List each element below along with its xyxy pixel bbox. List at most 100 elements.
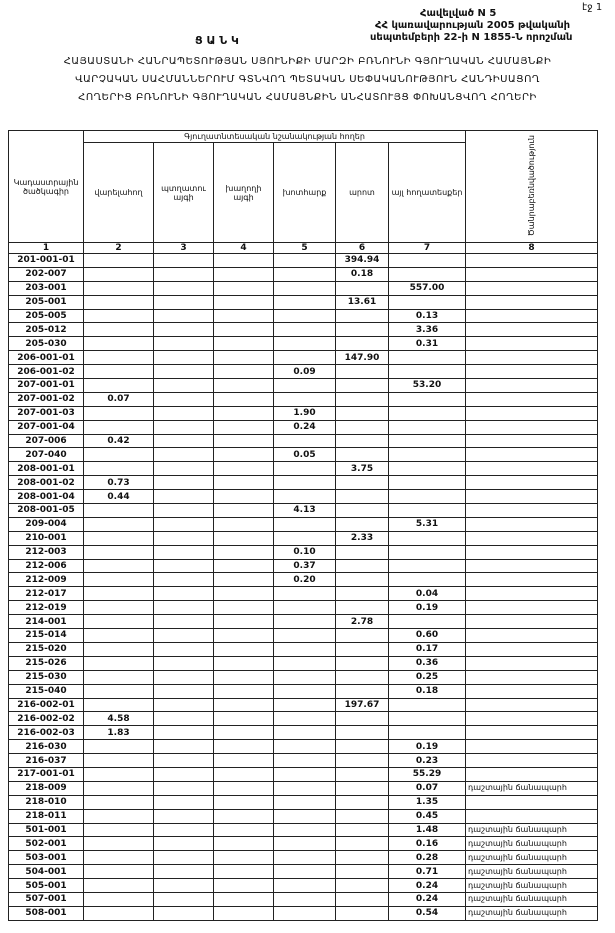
area-cell [273,683,336,699]
note-cell: դաշտային ճանապարհ [465,878,598,893]
area-cell [388,558,466,574]
cadastral-code: 207-040 [8,447,84,463]
note-cell [465,614,598,630]
area-cell: 53.20 [388,378,466,393]
note-cell [465,350,598,366]
area-cell: 0.17 [388,641,466,657]
area-cell [335,808,389,824]
table-row: 214-001 2.78 [8,614,598,630]
cadastral-code: 207-006 [8,433,84,449]
cadastral-code: 205-001 [8,294,84,310]
table-row: 202-007 0.18 [8,266,598,282]
area-cell [335,405,389,421]
decree-line: սեպտեմբերի 22-ի N 1855-Ն որոշման [370,32,573,43]
area-cell [335,475,389,491]
cadastral-code: 214-001 [8,614,84,630]
area-cell [153,766,214,782]
area-cell [213,447,274,463]
area-cell: 0.42 [83,433,154,449]
area-cell [273,600,336,616]
area-cell [153,391,214,407]
area-cell: 0.24 [388,878,466,893]
group-header: Գյուղատնտեսական նշանակության հողեր [83,130,466,143]
area-cell [335,558,389,574]
area-cell [153,864,214,880]
area-cell [153,836,214,852]
area-cell [273,669,336,685]
area-cell [153,378,214,393]
area-cell [153,878,214,893]
area-cell [388,405,466,421]
area-cell [273,697,336,713]
area-cell [83,322,154,338]
table-row: 216-002-03 1.83 [8,725,598,741]
note-cell [465,489,598,505]
area-cell [153,711,214,727]
area-cell [83,766,154,782]
cadastral-code: 208-001-05 [8,503,84,518]
area-cell: 0.60 [388,628,466,643]
table-row: 505-001 0.24 դաշտային ճանապարհ [8,878,598,893]
table-row: 205-005 0.13 [8,308,598,324]
area-cell [388,433,466,449]
area-cell [153,475,214,491]
column-number: 7 [388,242,466,254]
area-cell [213,864,274,880]
col-header: խոտհարք [273,142,336,243]
area-cell: 1.90 [273,405,336,421]
area-cell [153,753,214,768]
area-cell [83,878,154,893]
table-row: 216-002-01 197.67 [8,697,598,713]
table-row: 215-026 0.36 [8,655,598,671]
note-cell [465,419,598,435]
area-cell [388,614,466,630]
area-cell: 3.75 [335,461,389,477]
note-cell [465,391,598,407]
area-cell [335,364,389,380]
note-cell [465,655,598,671]
area-cell [153,405,214,421]
area-cell: 0.54 [388,905,466,921]
area-cell [273,641,336,657]
col-header-text: Ծանրաբեռնվածություն [527,134,536,237]
note-cell [465,739,598,755]
area-cell [83,614,154,630]
note-cell [465,808,598,824]
area-cell [83,447,154,463]
area-cell [213,850,274,866]
cadastral-code: 505-001 [8,878,84,893]
table-row: 206-001-02 0.09 [8,364,598,380]
area-cell [388,503,466,518]
area-cell: 0.05 [273,447,336,463]
column-number: 2 [83,242,154,254]
table-row: 215-014 0.60 [8,628,598,643]
area-cell: 0.23 [388,753,466,768]
cadastral-code: 212-003 [8,544,84,560]
area-cell [273,753,336,768]
note-cell: դաշտային ճանապարհ [465,850,598,866]
area-cell: 2.33 [335,530,389,546]
area-cell: 1.83 [83,725,154,741]
area-cell [335,836,389,852]
cadastral-code: 201-001-01 [8,253,84,268]
area-cell [83,253,154,268]
area-cell [213,794,274,810]
area-cell [213,516,274,532]
table-row: 206-001-01 147.90 [8,350,598,366]
note-cell [465,266,598,282]
area-cell [213,753,274,768]
area-cell [335,322,389,338]
column-number: 8 [465,242,598,254]
table-row: 208-001-05 4.13 [8,503,598,518]
area-cell [153,253,214,268]
cadastral-code: 215-014 [8,628,84,643]
area-cell [388,364,466,380]
area-cell [213,350,274,366]
area-cell [213,253,274,268]
table-row: 212-003 0.10 [8,544,598,560]
area-cell: 394.94 [335,253,389,268]
area-cell: 1.35 [388,794,466,810]
area-cell [83,280,154,296]
area-cell [153,350,214,366]
area-cell [153,725,214,741]
